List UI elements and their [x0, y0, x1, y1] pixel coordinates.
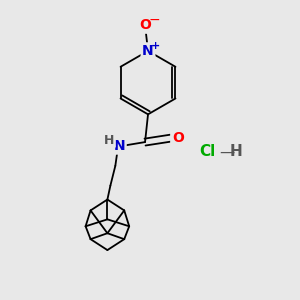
- Text: N: N: [142, 44, 154, 58]
- Text: —: —: [219, 145, 235, 160]
- Text: H: H: [104, 134, 115, 147]
- Text: O: O: [139, 18, 151, 32]
- Text: H: H: [229, 145, 242, 160]
- Text: +: +: [151, 41, 160, 51]
- Text: O: O: [172, 131, 184, 145]
- Text: Cl: Cl: [200, 145, 216, 160]
- Text: N: N: [113, 139, 125, 153]
- Text: −: −: [148, 13, 160, 27]
